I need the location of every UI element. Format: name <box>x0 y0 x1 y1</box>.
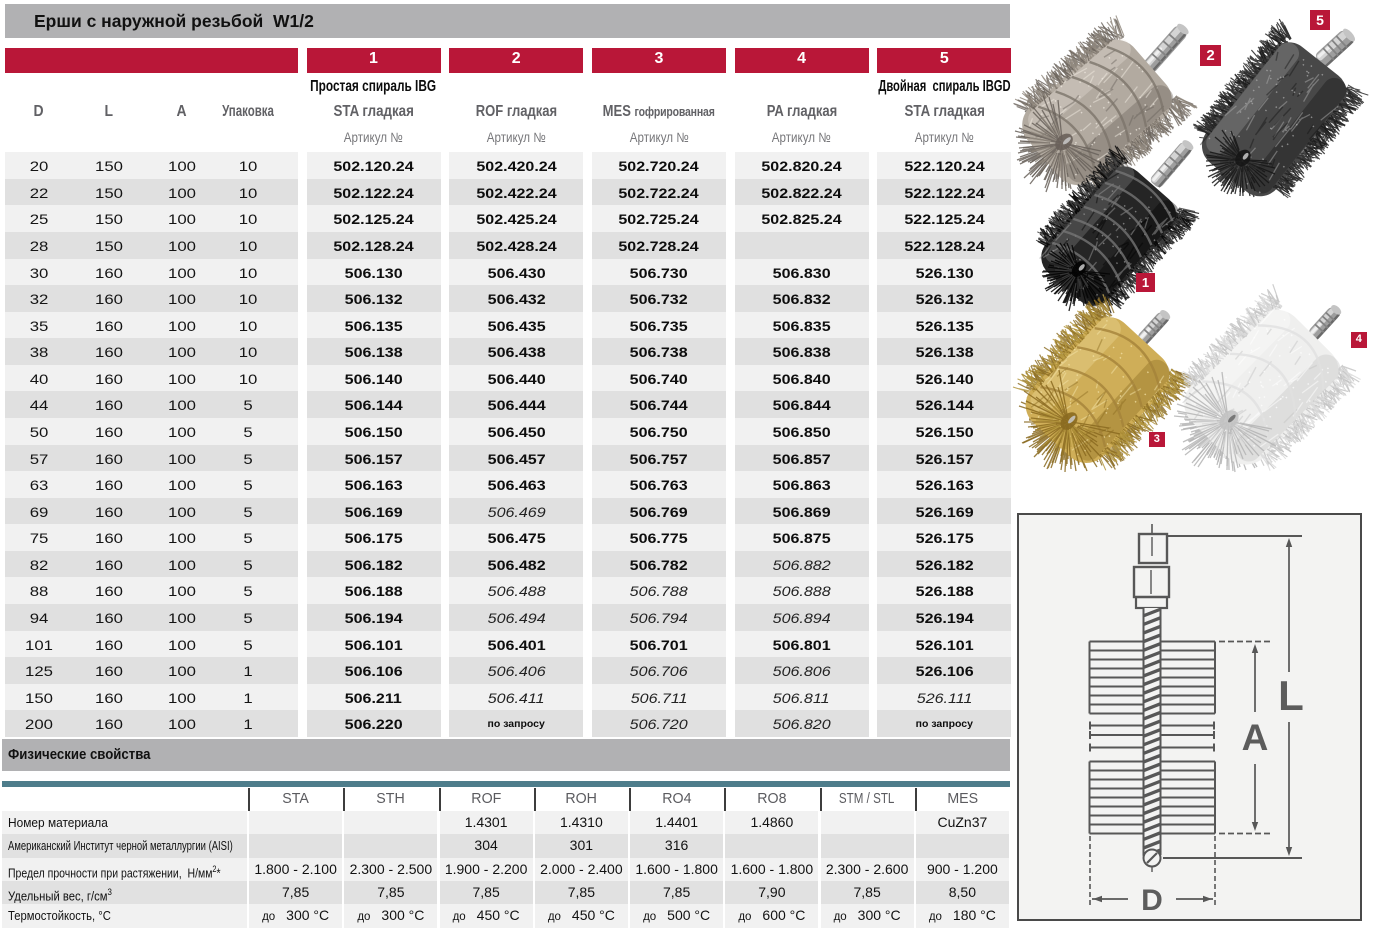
svg-text:L: L <box>1278 672 1304 719</box>
svg-text:A: A <box>1242 717 1269 758</box>
svg-text:D: D <box>1141 884 1163 917</box>
